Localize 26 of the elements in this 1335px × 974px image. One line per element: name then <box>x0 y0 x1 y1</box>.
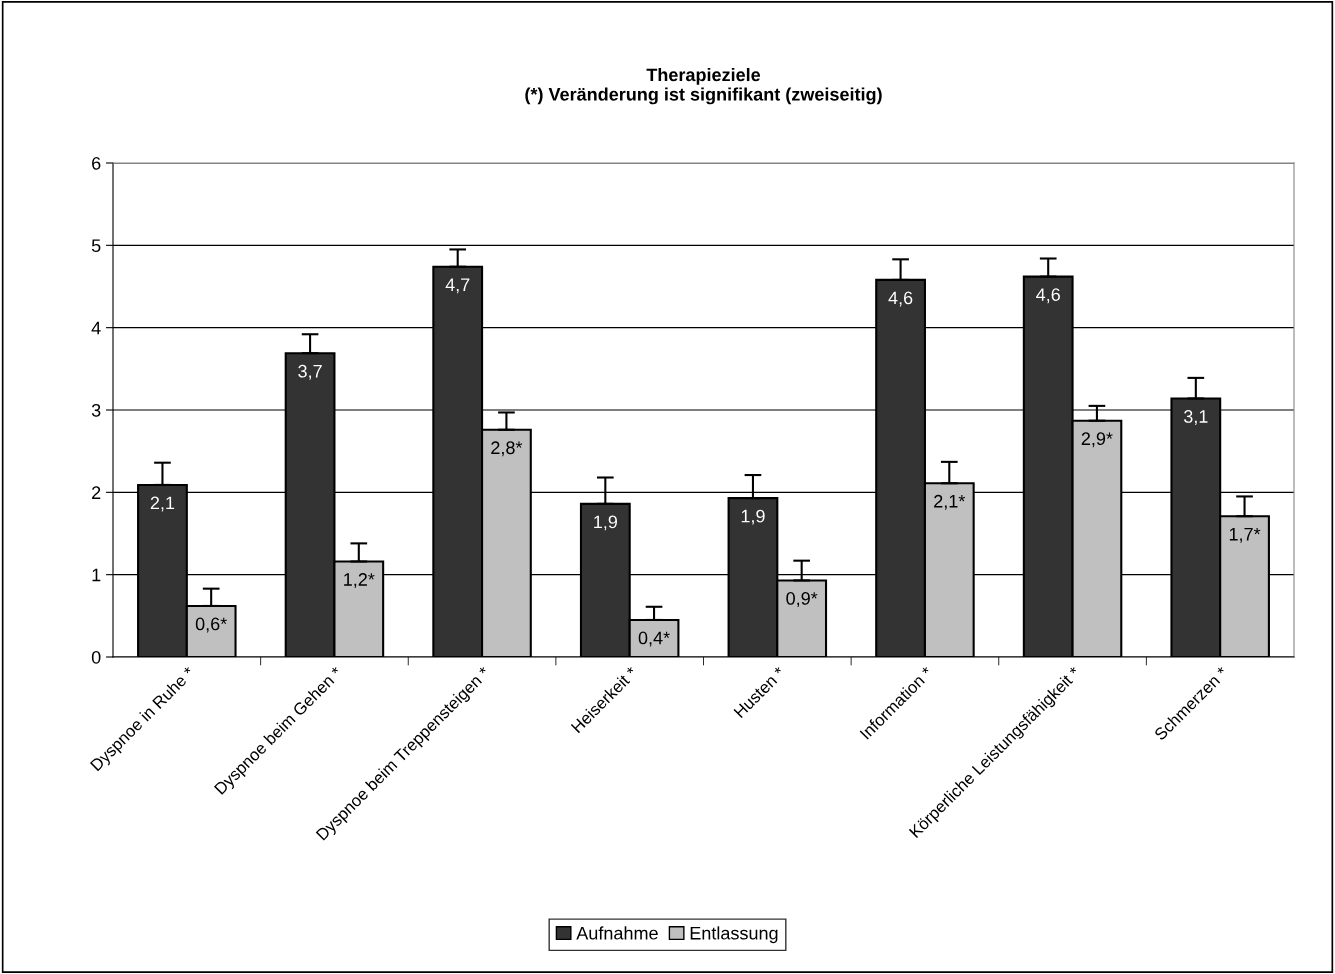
data-label: 2,9* <box>1081 432 1113 448</box>
data-label: 2,8* <box>491 441 523 457</box>
y-tick-label: 1 <box>92 568 101 582</box>
data-label: 2,1* <box>934 494 966 510</box>
y-tick-label: 3 <box>91 403 101 417</box>
data-label: 3,1 <box>1183 410 1208 425</box>
legend-label: Entlassung <box>690 926 778 944</box>
data-label: 4,6 <box>888 291 913 307</box>
y-tick-label: 5 <box>91 239 101 253</box>
y-tick-label: 2 <box>92 486 101 499</box>
y-tick-label: 4 <box>91 321 101 335</box>
data-label: 4,7 <box>445 278 470 294</box>
data-label: 3,7 <box>298 364 322 380</box>
legend-label: Aufnahme <box>576 926 658 940</box>
data-label: 1,7* <box>1229 527 1261 543</box>
data-label: 2,1 <box>150 496 175 512</box>
data-label: 0,9* <box>786 592 818 607</box>
chart-title: Therapieziele (*) Veränderung ist signifikant (zweiseitig) <box>525 67 882 105</box>
y-tick-label: 0 <box>91 650 101 664</box>
data-label: 0,4* <box>638 631 670 647</box>
data-label: 0,6* <box>195 617 227 633</box>
data-label: 1,2* <box>344 573 375 588</box>
data-label: 1,9 <box>594 515 618 531</box>
y-tick-label: 6 <box>92 156 101 170</box>
data-label: 1,9 <box>741 509 765 525</box>
data-label: 4,6 <box>1036 288 1060 304</box>
